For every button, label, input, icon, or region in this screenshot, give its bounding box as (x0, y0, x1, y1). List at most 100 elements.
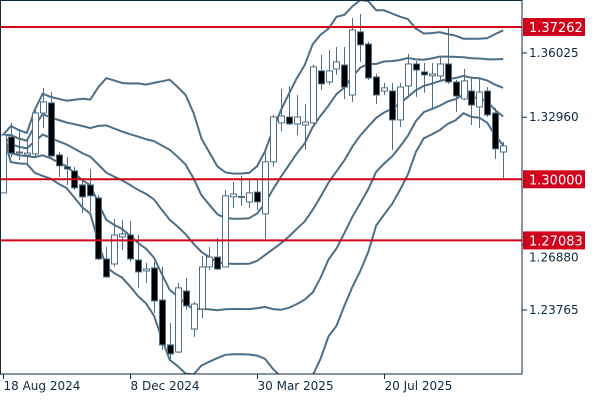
candle-body-bull (32, 112, 39, 155)
candle (64, 157, 71, 185)
candle-body-bear (64, 166, 71, 170)
candle-body-bull (262, 161, 269, 215)
band-line (2, 93, 504, 312)
price-level-label: 1.37262 (529, 21, 583, 36)
candle-body-bull (397, 86, 404, 121)
candle (333, 46, 340, 75)
x-ticks: 18 Aug 2024 8 Dec 2024 30 Mar 2025 20 Jul 2… (3, 374, 453, 393)
candle-body-bear (445, 63, 452, 83)
candle (206, 246, 213, 271)
candle (32, 109, 39, 158)
price-level-label: 1.27083 (529, 234, 583, 249)
candle-body-bear (389, 90, 396, 121)
candle (302, 103, 309, 150)
candle (175, 283, 182, 354)
candle-body-bull (500, 145, 507, 153)
candle-body-bull (246, 192, 253, 203)
candle (405, 53, 412, 97)
candle (199, 256, 206, 319)
candles (0, 14, 507, 359)
candle-body-bear (87, 184, 94, 197)
candle-body-bear (214, 256, 221, 270)
candle-body-bear (373, 76, 380, 96)
candle-body-bull (278, 115, 285, 124)
y-ticks: 1.36025 1.32960 1.26880 1.23765 (522, 46, 579, 317)
candle (294, 94, 301, 136)
candle (476, 79, 483, 128)
candle (127, 220, 134, 262)
candle-body-bull (0, 134, 7, 194)
candle (318, 54, 325, 90)
candle-body-bear (103, 258, 110, 278)
candle-body-bull (349, 29, 356, 96)
candle (429, 62, 436, 110)
candle-body-bull (294, 116, 301, 125)
candle (270, 114, 277, 167)
candle (151, 261, 158, 314)
candle (381, 83, 388, 95)
candle (95, 194, 102, 260)
candle (389, 83, 396, 150)
band-line (3, 55, 504, 220)
x-tick-label: 18 Aug 2024 (4, 379, 81, 393)
candle (79, 179, 86, 214)
candle-body-bull (405, 63, 412, 87)
candle (461, 68, 468, 101)
candle-body-bull (230, 193, 237, 198)
candle-body-bear (357, 31, 364, 46)
x-tick-label: 20 Jul 2025 (385, 379, 453, 393)
band-line (2, 112, 504, 374)
candle-body-bear (453, 81, 460, 97)
price-levels (0, 26, 522, 242)
candle-body-bear (79, 184, 86, 198)
candle-body-bear (95, 197, 102, 260)
candle-body-bull (310, 66, 317, 124)
candle-body-bull (333, 61, 340, 70)
candle-body-bear (468, 90, 475, 106)
price-level-tag (523, 231, 585, 250)
candle-body-bull (143, 268, 150, 272)
candle-body-bear (413, 63, 420, 71)
candle-body-bear (56, 154, 63, 167)
candle (48, 92, 55, 158)
candle (445, 27, 452, 84)
candle (238, 175, 245, 206)
candle (484, 87, 491, 117)
candle (278, 88, 285, 132)
candle-body-bull (381, 87, 388, 92)
candle (286, 85, 293, 125)
candle (119, 219, 126, 250)
candle (453, 79, 460, 112)
candle-body-bear (341, 64, 348, 88)
candle (87, 168, 94, 212)
candle (437, 57, 444, 80)
candle-body-bull (222, 195, 229, 268)
candle (500, 141, 507, 179)
candle-body-bull (429, 73, 436, 77)
band-line (2, 0, 504, 175)
level-tags: 1.37262 1.30000 1.27083 (523, 18, 585, 250)
candle-body-bull (24, 152, 31, 156)
candle-body-bear (254, 191, 261, 203)
price-level-label: 1.30000 (529, 173, 583, 188)
candle (183, 278, 190, 310)
candle (0, 134, 7, 194)
candle (262, 153, 269, 240)
bollinger-bands (2, 0, 504, 374)
candle (326, 49, 333, 85)
candle-body-bull (191, 303, 198, 330)
candle (230, 181, 237, 208)
candle (254, 179, 261, 210)
candle-body-bull (40, 101, 47, 114)
candle-body-bear (151, 267, 158, 302)
candle (341, 46, 348, 99)
y-tick-label: 1.26880 (529, 250, 579, 264)
candle (167, 322, 174, 359)
candle (8, 122, 15, 158)
candle-body-bull (270, 116, 277, 163)
candle (214, 237, 221, 271)
band-line (2, 74, 504, 265)
candle-body-bear (8, 136, 15, 154)
candle-body-bull (437, 63, 444, 77)
